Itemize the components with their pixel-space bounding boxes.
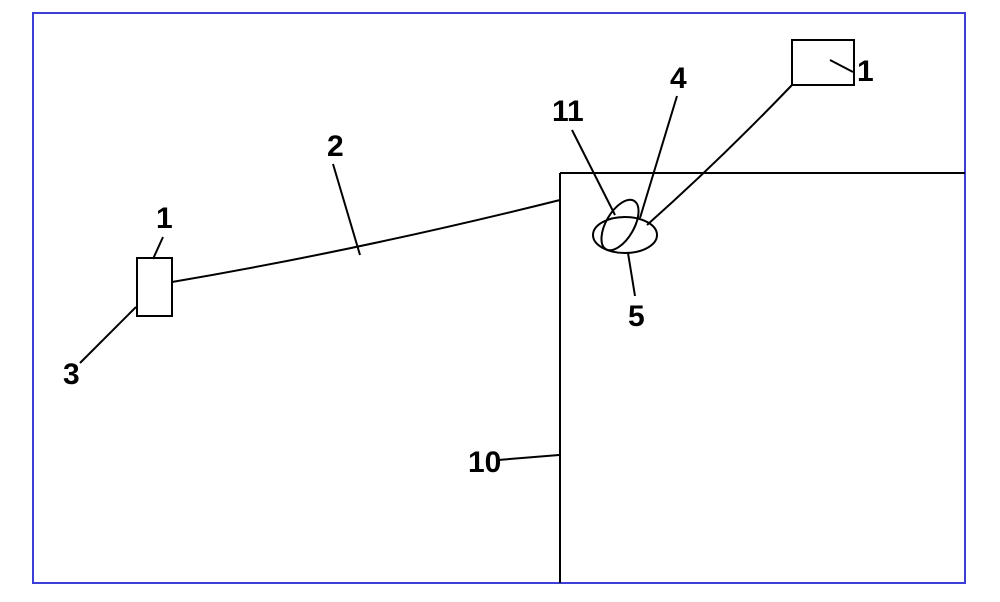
label-1b: 1 [857, 55, 874, 89]
box-left [137, 258, 172, 316]
lead-3 [80, 307, 136, 363]
box-right [792, 40, 854, 85]
lead-1a [153, 237, 163, 259]
lead-4 [640, 96, 677, 218]
lead-10 [498, 455, 559, 460]
label-10: 10 [468, 446, 501, 480]
label-2: 2 [327, 130, 344, 164]
wire-right [647, 85, 792, 225]
lead-1b [830, 60, 853, 72]
curve-2 [172, 200, 560, 282]
label-5: 5 [628, 300, 645, 334]
label-4: 4 [670, 62, 687, 96]
label-11: 11 [552, 95, 584, 129]
lead-2 [333, 164, 360, 255]
lead-5 [628, 253, 635, 296]
label-1a: 1 [156, 202, 173, 236]
diagram-canvas [0, 0, 1000, 602]
label-3: 3 [63, 358, 80, 392]
